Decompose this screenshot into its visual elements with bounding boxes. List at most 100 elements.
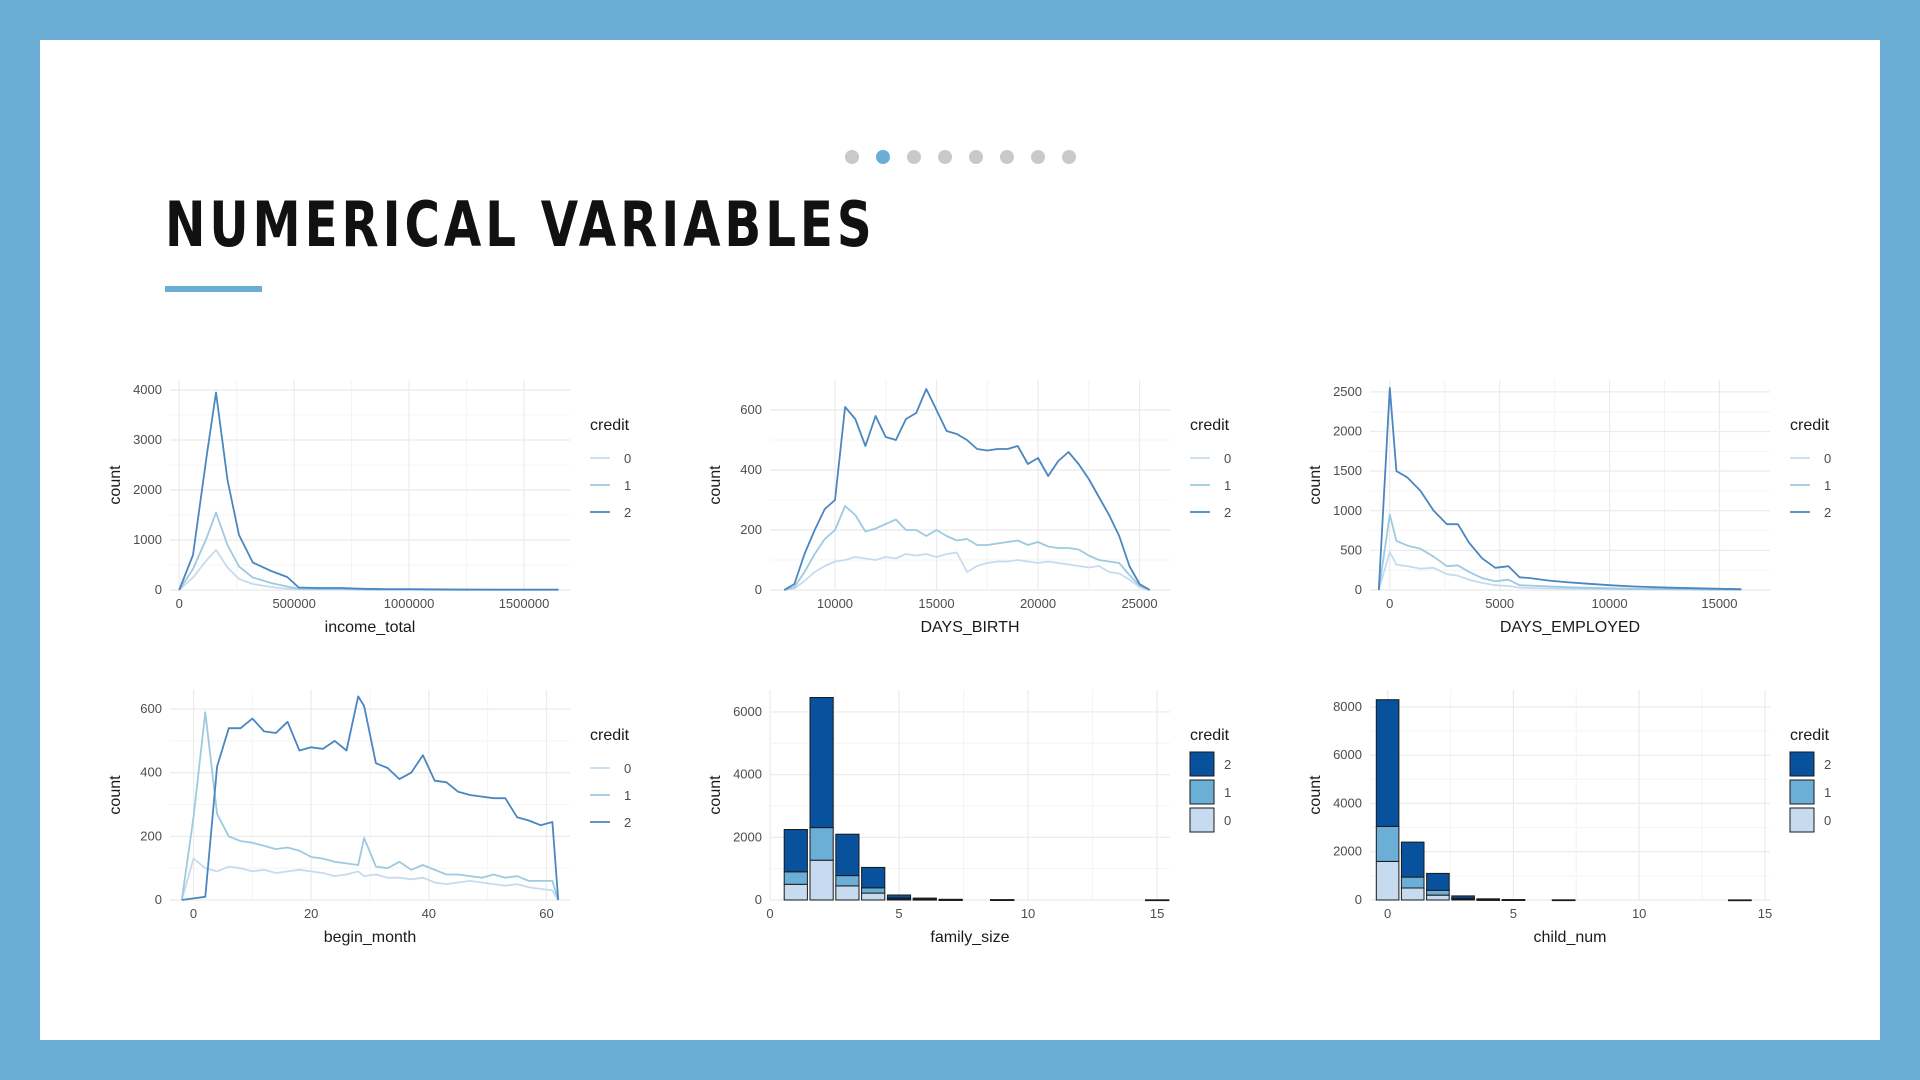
x-axis-title: child_num [1534, 929, 1607, 946]
y-tick-label: 6000 [1333, 747, 1362, 762]
y-tick-label: 500 [1340, 542, 1362, 557]
legend-label-0: 0 [1824, 451, 1831, 466]
x-tick-label: 25000 [1121, 596, 1157, 611]
bar-segment-2 [886, 894, 912, 899]
legend-label-2: 2 [624, 505, 631, 520]
x-tick-label: 15000 [1701, 596, 1737, 611]
bar-segment-1 [809, 827, 834, 861]
nav-dot-3[interactable] [938, 150, 952, 164]
child-num-chart: 0 5 10 1502000400060008000child_numcountcre… [1307, 690, 1831, 946]
nav-dot-7[interactable] [1062, 150, 1076, 164]
bar-segment-2 [1476, 898, 1500, 901]
nav-dot-4[interactable] [969, 150, 983, 164]
nav-dot-2[interactable] [907, 150, 921, 164]
family-size-chart: 0 5 10 150200040006000family_sizecountcredi… [707, 690, 1231, 946]
nav-dot-0[interactable] [845, 150, 859, 164]
series-1-line [783, 505, 1151, 591]
legend-label-2: 2 [1224, 505, 1231, 520]
nav-dot-1[interactable] [876, 150, 890, 164]
legend-label-2: 2 [1824, 757, 1831, 772]
y-tick-label: 600 [740, 402, 762, 417]
x-tick-label: 5000 [1485, 596, 1514, 611]
bar-segment-2 [783, 829, 808, 873]
nav-dot-6[interactable] [1031, 150, 1045, 164]
bar-segment-1 [783, 871, 808, 885]
legend-key-1 [1189, 779, 1215, 805]
legend-label-1: 1 [624, 478, 631, 493]
legend-label-2: 2 [1824, 505, 1831, 520]
x-tick-label: 0 [1384, 906, 1391, 921]
bar-segment-2 [1375, 699, 1400, 827]
y-tick-label: 4000 [733, 767, 762, 782]
legend-label-0: 0 [624, 761, 631, 776]
legend-label-0: 0 [1224, 451, 1231, 466]
y-tick-label: 600 [140, 701, 162, 716]
legend-title: credit [1190, 417, 1230, 434]
y-tick-label: 6000 [733, 704, 762, 719]
y-tick-label: 0 [1355, 582, 1362, 597]
legend-title: credit [1790, 727, 1830, 744]
y-tick-label: 0 [755, 892, 762, 907]
legend-key-1 [1789, 779, 1815, 805]
legend-title: credit [590, 417, 630, 434]
bar-segment-2 [1400, 841, 1425, 878]
slide-panel: NUMERICAL VARIABLES 0 500000 1000000 150000… [40, 40, 1880, 1040]
y-tick-label: 0 [155, 582, 162, 597]
bar-segment-2 [1551, 899, 1576, 901]
x-axis-title: DAYS_EMPLOYED [1500, 619, 1640, 636]
series-1-line [1377, 513, 1742, 591]
legend-label-0: 0 [624, 451, 631, 466]
y-axis-title: count [707, 775, 724, 815]
bar-segment-0 [835, 885, 860, 901]
y-axis-title: count [107, 465, 124, 505]
x-axis-title: DAYS_BIRTH [921, 619, 1020, 636]
y-tick-label: 4000 [133, 382, 162, 397]
begin-month-chart: 0 20 40 600200400600begin_monthcountcredit0… [107, 690, 631, 946]
x-tick-label: 15 [1758, 906, 1772, 921]
y-tick-label: 1000 [133, 532, 162, 547]
y-tick-label: 2000 [733, 829, 762, 844]
y-tick-label: 200 [740, 522, 762, 537]
legend-label-2: 2 [624, 815, 631, 830]
y-axis-title: count [707, 465, 724, 505]
y-tick-label: 2000 [1333, 844, 1362, 859]
legend-label-1: 1 [624, 788, 631, 803]
legend-label-2: 2 [1224, 757, 1231, 772]
x-tick-label: 15 [1150, 906, 1164, 921]
x-tick-label: 15000 [918, 596, 954, 611]
slide-nav-dots [40, 40, 1880, 180]
title-underline [165, 286, 262, 292]
income-total-chart: 0 500000 1000000 1500000 0 1000 2000 3000 4000 in… [107, 380, 631, 636]
series-2-line [178, 391, 559, 591]
bar-segment-2 [1501, 899, 1526, 901]
y-tick-label: 200 [140, 828, 162, 843]
x-tick-label: 20 [304, 906, 318, 921]
x-tick-label: 0 [190, 906, 197, 921]
legend-key-2 [1789, 751, 1815, 777]
bar-segment-2 [912, 897, 937, 900]
bar-segment-2 [938, 898, 963, 901]
y-tick-label: 400 [140, 765, 162, 780]
bar-segment-0 [1400, 887, 1425, 901]
x-tick-label: 0 [766, 906, 773, 921]
x-tick-label: 60 [539, 906, 553, 921]
bar-segment-0 [1426, 894, 1450, 901]
y-tick-label: 1000 [1333, 503, 1362, 518]
x-tick-label: 40 [422, 906, 436, 921]
bar-segment-2 [990, 899, 1015, 901]
x-tick-label: 1500000 [499, 596, 550, 611]
legend-key-2 [1189, 751, 1215, 777]
y-tick-label: 0 [755, 582, 762, 597]
x-axis-title: income_total [325, 619, 416, 636]
days-birth-chart: 10000 15000 20000 25000 0 200 400 600 DAYS_BIRTH… [707, 380, 1231, 636]
legend-label-1: 1 [1224, 478, 1231, 493]
bar-segment-2 [861, 866, 886, 889]
y-tick-label: 2000 [133, 482, 162, 497]
nav-dot-5[interactable] [1000, 150, 1014, 164]
page-title: NUMERICAL VARIABLES [165, 188, 876, 261]
y-tick-label: 4000 [1333, 795, 1362, 810]
x-tick-label: 10 [1632, 906, 1646, 921]
bar-segment-1 [1426, 889, 1450, 896]
y-tick-label: 400 [740, 462, 762, 477]
bar-segment-1 [835, 875, 860, 887]
